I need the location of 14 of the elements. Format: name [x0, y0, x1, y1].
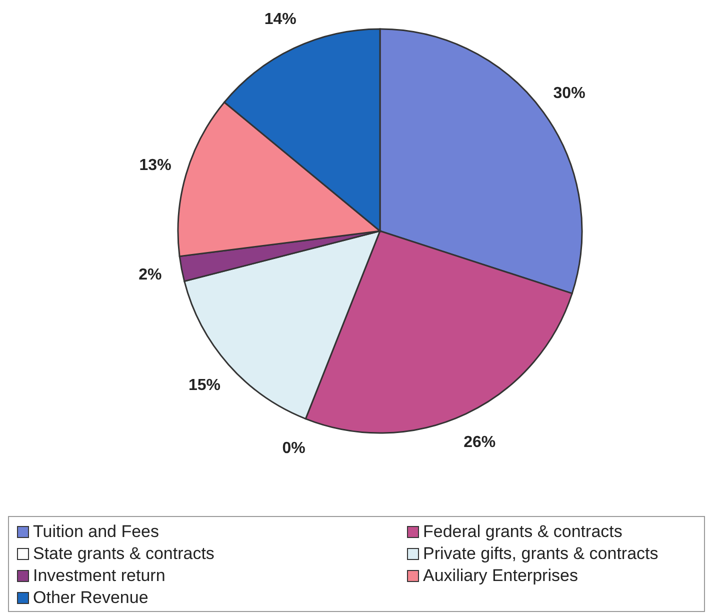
data-label: 30%	[553, 84, 586, 102]
data-label: 26%	[464, 434, 496, 452]
data-label: 15%	[188, 377, 220, 394]
legend-label: Investment return	[33, 566, 166, 586]
data-label: 2%	[138, 266, 162, 284]
data-label: 14%	[264, 10, 296, 28]
legend-label: Other Revenue	[33, 588, 148, 608]
data-label: 13%	[139, 157, 172, 174]
legend-label: Federal grants & contracts	[423, 522, 622, 542]
legend-label: Auxiliary Enterprises	[423, 566, 578, 586]
legend-label: Private gifts, grants & contracts	[423, 544, 658, 564]
text: 0%	[282, 440, 306, 458]
legend-label: State grants & contracts	[33, 544, 214, 564]
legend-label: Tuition and Fees	[33, 522, 159, 542]
